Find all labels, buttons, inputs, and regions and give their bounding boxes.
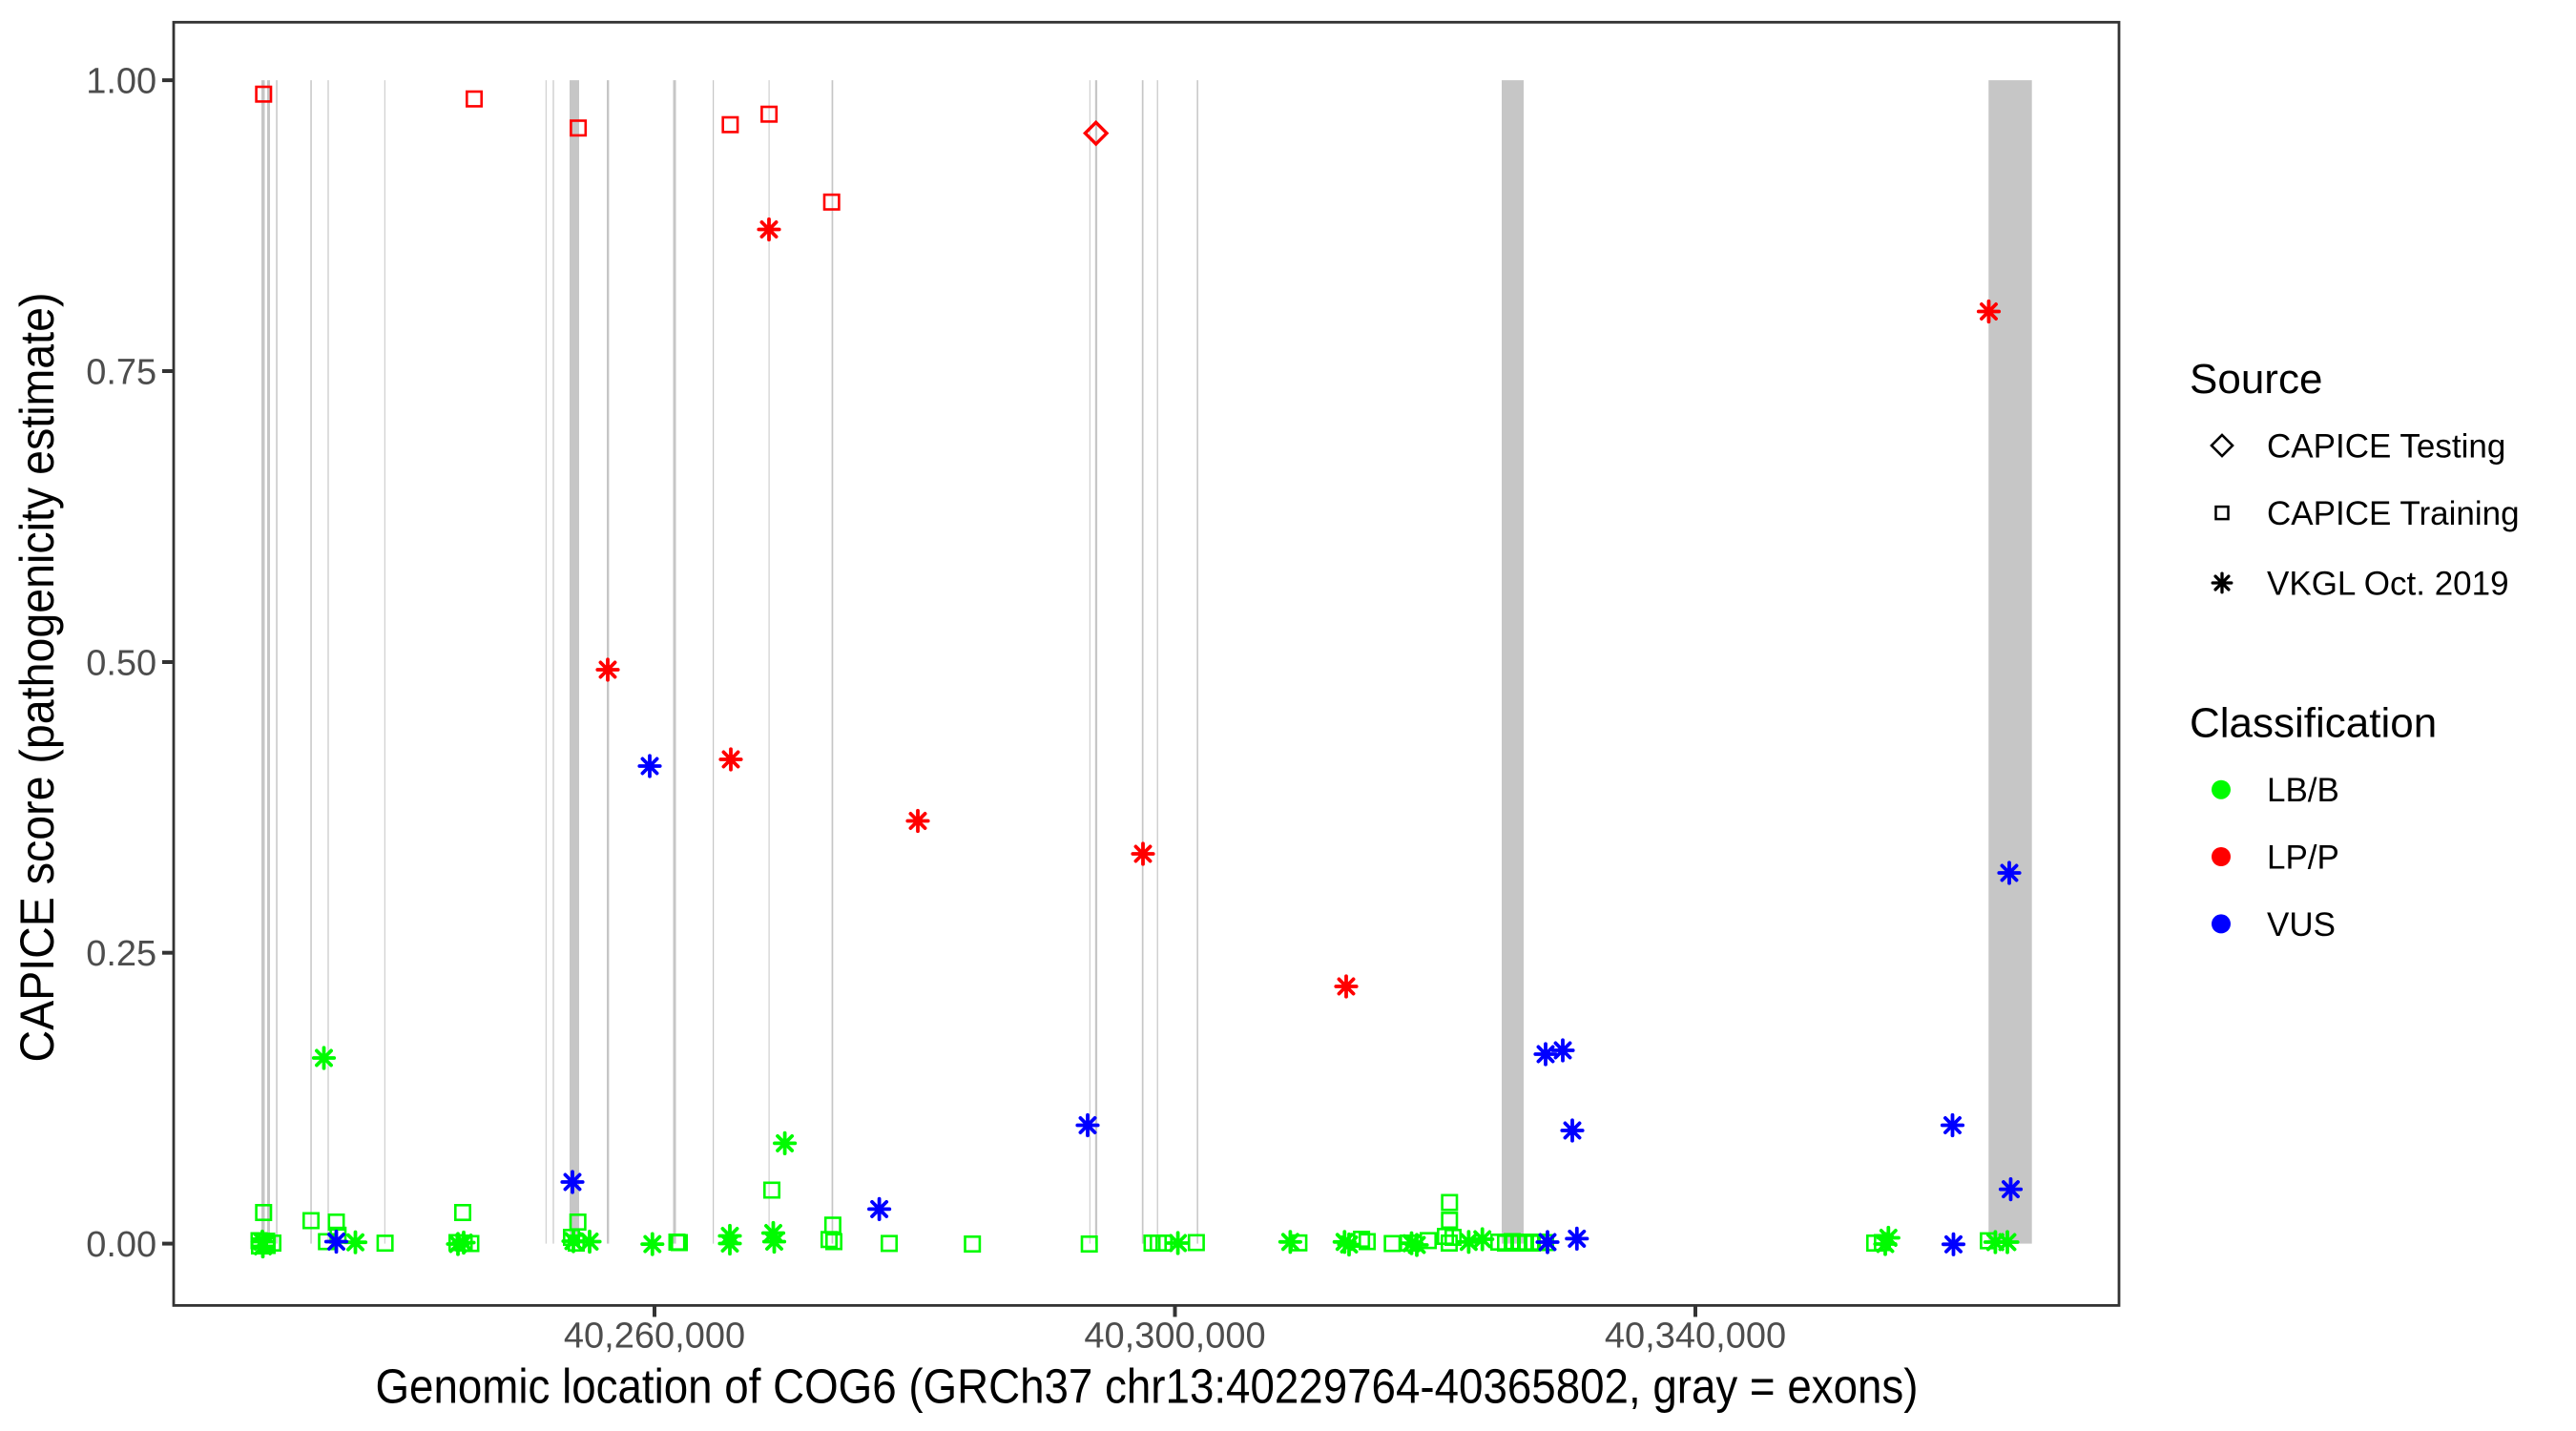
svg-text:LP/P: LP/P: [2267, 840, 2339, 877]
svg-text:CAPICE Testing: CAPICE Testing: [2267, 428, 2505, 466]
svg-text:Source: Source: [2190, 356, 2322, 403]
svg-text:CAPICE Training: CAPICE Training: [2267, 495, 2520, 532]
svg-text:0.00: 0.00: [86, 1225, 156, 1265]
svg-text:0.25: 0.25: [86, 934, 156, 974]
svg-text:40,260,000: 40,260,000: [564, 1317, 745, 1357]
svg-text:0.75: 0.75: [86, 352, 156, 392]
svg-text:LB/B: LB/B: [2267, 772, 2339, 809]
svg-text:40,340,000: 40,340,000: [1605, 1317, 1786, 1357]
svg-text:1.00: 1.00: [86, 62, 156, 102]
svg-text:VUS: VUS: [2267, 906, 2336, 944]
svg-text:Classification: Classification: [2190, 699, 2437, 746]
svg-text:VKGL Oct. 2019: VKGL Oct. 2019: [2267, 566, 2509, 603]
svg-text:0.50: 0.50: [86, 643, 156, 683]
svg-text:CAPICE score (pathogenicity es: CAPICE score (pathogenicity estimate): [10, 293, 64, 1063]
svg-text:40,300,000: 40,300,000: [1084, 1317, 1265, 1357]
svg-text:Genomic location of COG6 (GRCh: Genomic location of COG6 (GRCh37 chr13:4…: [376, 1359, 1919, 1414]
